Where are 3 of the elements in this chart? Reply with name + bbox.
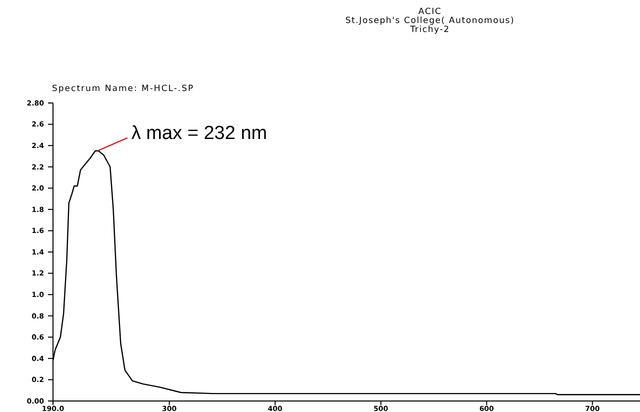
chart-title: ACIC St.Joseph's College( Autonomous) Trichy-2: [345, 7, 515, 35]
annotation: λ max = 232 nm: [131, 122, 268, 144]
chart-subtitle: Spectrum Name: M-HCL-.SP: [52, 84, 194, 94]
